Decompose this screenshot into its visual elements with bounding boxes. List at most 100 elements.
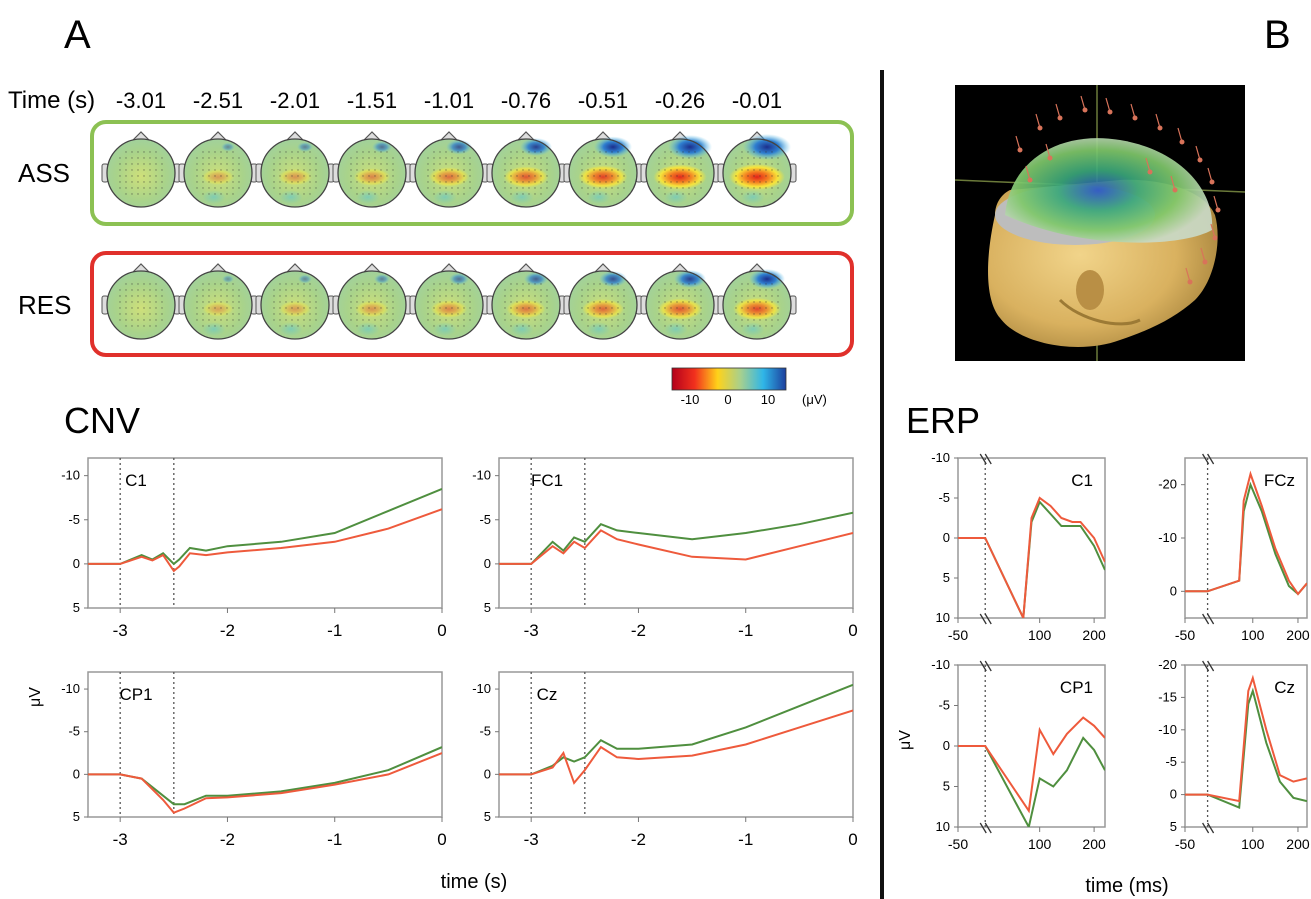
colorbar-gradient <box>671 367 787 391</box>
positive-region <box>657 298 703 320</box>
positive-region <box>582 299 624 319</box>
positive-region <box>202 301 234 317</box>
topomap-head <box>332 131 412 208</box>
negative-region <box>749 269 785 289</box>
topomap-head <box>640 263 720 340</box>
posterior-region <box>279 190 303 204</box>
axis-break-mark <box>984 822 992 834</box>
positive-region <box>278 301 312 317</box>
y-tick-label: 0 <box>484 766 491 781</box>
x-tick-label: 100 <box>1241 836 1265 852</box>
series-line-res <box>1185 470 1307 596</box>
head-outline <box>568 138 638 208</box>
axis-break-mark <box>984 660 992 672</box>
time-label: -1.51 <box>347 88 397 113</box>
x-tick-label: -1 <box>327 621 342 640</box>
posterior-region <box>741 322 765 336</box>
topomap-head <box>563 263 643 340</box>
plot-channel-label: Cz <box>1274 678 1295 697</box>
ass-row-frame <box>90 120 854 226</box>
positive-region <box>506 299 546 319</box>
y-tick-label: -5 <box>479 512 491 527</box>
electrode <box>1172 187 1178 193</box>
y-tick-label: -10 <box>472 468 491 483</box>
cnv-x-axis-label: time (s) <box>441 871 508 893</box>
y-tick-label: 0 <box>943 738 950 753</box>
topomap-head <box>101 263 181 340</box>
axis-break-mark <box>1202 453 1210 465</box>
waveform-plots: -10-505-3 -2 -1 0C1 -10-505-3 -2 -1 0FC1-10-505… <box>61 450 1310 852</box>
negative-region <box>668 135 712 159</box>
electrode <box>1179 139 1185 145</box>
ass-row-label: ASS <box>18 158 70 188</box>
y-tick-label: 5 <box>943 570 950 585</box>
cnv-plot-cz: -10-505-3 -2 -1 0Cz <box>472 671 858 849</box>
time-label: -0.01 <box>732 88 782 113</box>
time-label: -0.76 <box>501 88 551 113</box>
res-row-frame <box>90 251 854 357</box>
head-outline <box>337 270 407 340</box>
head-nose <box>363 263 381 273</box>
posterior-region <box>664 190 688 204</box>
axis-break-mark <box>979 660 987 672</box>
head-nose <box>209 263 227 273</box>
y-tick-label: 10 <box>936 819 950 834</box>
head-outline <box>722 138 792 208</box>
topomap-head <box>486 131 566 208</box>
colorbar-tick-max: 10 <box>761 392 775 407</box>
y-tick-label: -10 <box>61 681 80 696</box>
y-tick-label: 5 <box>73 600 80 615</box>
x-tick-label: 0 <box>848 830 857 849</box>
positive-region <box>355 300 389 318</box>
electrode-markers <box>1015 95 1221 285</box>
y-tick-label: -20 <box>1158 477 1177 492</box>
posterior-region <box>356 322 380 336</box>
series-line-ass <box>88 487 442 566</box>
x-tick-label: -2 <box>220 621 235 640</box>
electrode <box>1202 259 1208 265</box>
electrode <box>1157 125 1163 131</box>
x-tick-label: 0 <box>848 621 857 640</box>
positive-region <box>278 168 312 186</box>
x-tick-label: -2 <box>631 830 646 849</box>
negative-region <box>520 138 552 156</box>
erp-y-axis-label: μV <box>897 730 914 750</box>
plot-channel-label: CP1 <box>119 685 152 704</box>
x-tick-label: -50 <box>948 836 968 852</box>
erp-plot-fcz: -20 -10 0 -50 100 200 FCz <box>1158 453 1310 643</box>
head-disk <box>107 271 175 339</box>
head-outline <box>645 138 715 208</box>
negative-region <box>221 142 235 152</box>
y-tick-label: 0 <box>1170 583 1177 598</box>
y-tick-label: -5 <box>938 490 950 505</box>
head-nose <box>517 131 535 141</box>
y-tick-label: -10 <box>1158 530 1177 545</box>
head-nose <box>132 131 150 141</box>
y-tick-label: -10 <box>1158 722 1177 737</box>
x-tick-label: 200 <box>1082 836 1106 852</box>
posterior-region <box>510 190 534 204</box>
y-tick-label: -10 <box>61 468 80 483</box>
topomap-head <box>486 263 566 340</box>
posterior-region <box>202 190 226 204</box>
axis-break-mark <box>1202 613 1210 625</box>
y-tick-label: 0 <box>1170 787 1177 802</box>
x-tick-label: -1 <box>738 621 753 640</box>
panel-b-label: B <box>1264 13 1291 57</box>
head-jaw-shadow <box>1058 298 1141 326</box>
series-line-res <box>88 508 442 573</box>
plot-channel-label: Cz <box>537 685 558 704</box>
time-label: -2.51 <box>193 88 243 113</box>
x-tick-label: -3 <box>113 830 128 849</box>
plot-frame <box>498 457 854 609</box>
x-tick-label: -2 <box>631 621 646 640</box>
x-tick-label: -3 <box>113 621 128 640</box>
head-nose <box>132 263 150 273</box>
head-nose <box>517 263 535 273</box>
plot-frame <box>87 457 443 609</box>
posterior-region <box>202 322 226 336</box>
plot-channel-label: FC1 <box>531 471 563 490</box>
plot-channel-label: FCz <box>1264 471 1295 490</box>
